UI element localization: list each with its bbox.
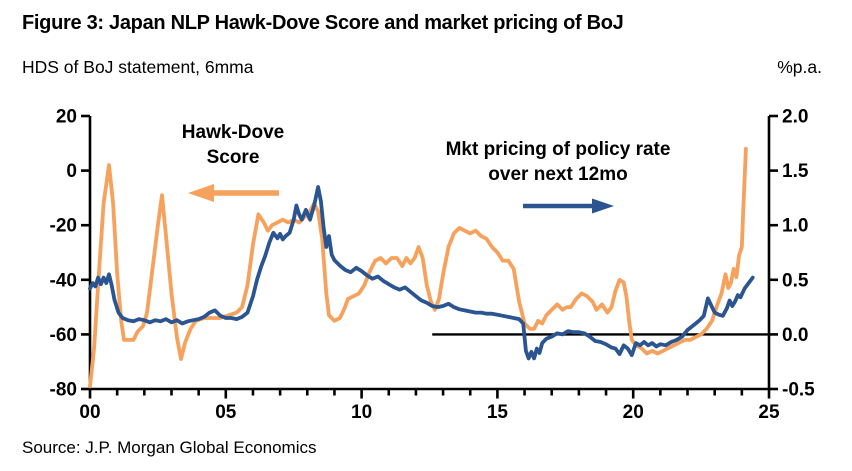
right-axis-tick-label: 0.5: [782, 270, 809, 291]
hawk-dove-score-annotation-line2: Score: [206, 147, 260, 169]
left-axis-tick-label: -80: [50, 380, 77, 401]
x-axis-tick-label: 00: [79, 402, 100, 423]
left-axis-tick-label: -60: [50, 325, 77, 346]
right-axis-tick-label: -0.5: [782, 380, 815, 401]
mkt-pricing-annotation: Mkt pricing of policy rate over next 12m…: [446, 137, 671, 187]
hawk-dove-score-line: [88, 146, 748, 389]
hawk-dove-score-annotation: Hawk-Dove Score: [182, 120, 284, 170]
right-axis-tick-label: 0.0: [782, 325, 808, 346]
right-axis-tick-label: 2.0: [782, 107, 808, 128]
left-axis-tick-label: 0: [66, 161, 77, 182]
mkt-pricing-right-arrow-icon: [592, 198, 614, 214]
x-axis-tick-label: 20: [623, 402, 644, 423]
right-axis-tick-label: 1.0: [782, 216, 808, 237]
x-axis-tick-label: 25: [758, 402, 780, 423]
x-axis-tick-label: 05: [215, 402, 237, 423]
right-axis-tick-label: 1.5: [782, 161, 809, 182]
left-axis-tick-label: -40: [50, 270, 77, 291]
hawk-dove-left-arrow-icon: [188, 184, 214, 202]
figure-title: Figure 3: Japan NLP Hawk-Dove Score and …: [22, 12, 624, 34]
left-axis-units-label: HDS of BoJ statement, 6mma: [22, 57, 254, 77]
hawk-dove-score-annotation-line1: Hawk-Dove: [181, 122, 285, 143]
mkt-pricing-line: [88, 185, 755, 361]
mkt-pricing-annotation-line2: over next 12mo: [488, 164, 628, 186]
x-axis-tick-label: 10: [351, 402, 372, 423]
source-note: Source: J.P. Morgan Global Economics: [22, 438, 317, 457]
mkt-pricing-annotation-line1: Mkt pricing of policy rate: [445, 139, 671, 160]
left-axis-tick-label: 20: [56, 107, 77, 128]
right-axis-units-label: %p.a.: [777, 57, 822, 77]
left-axis-tick-label: -20: [50, 216, 77, 237]
x-axis-tick-label: 15: [487, 402, 509, 423]
